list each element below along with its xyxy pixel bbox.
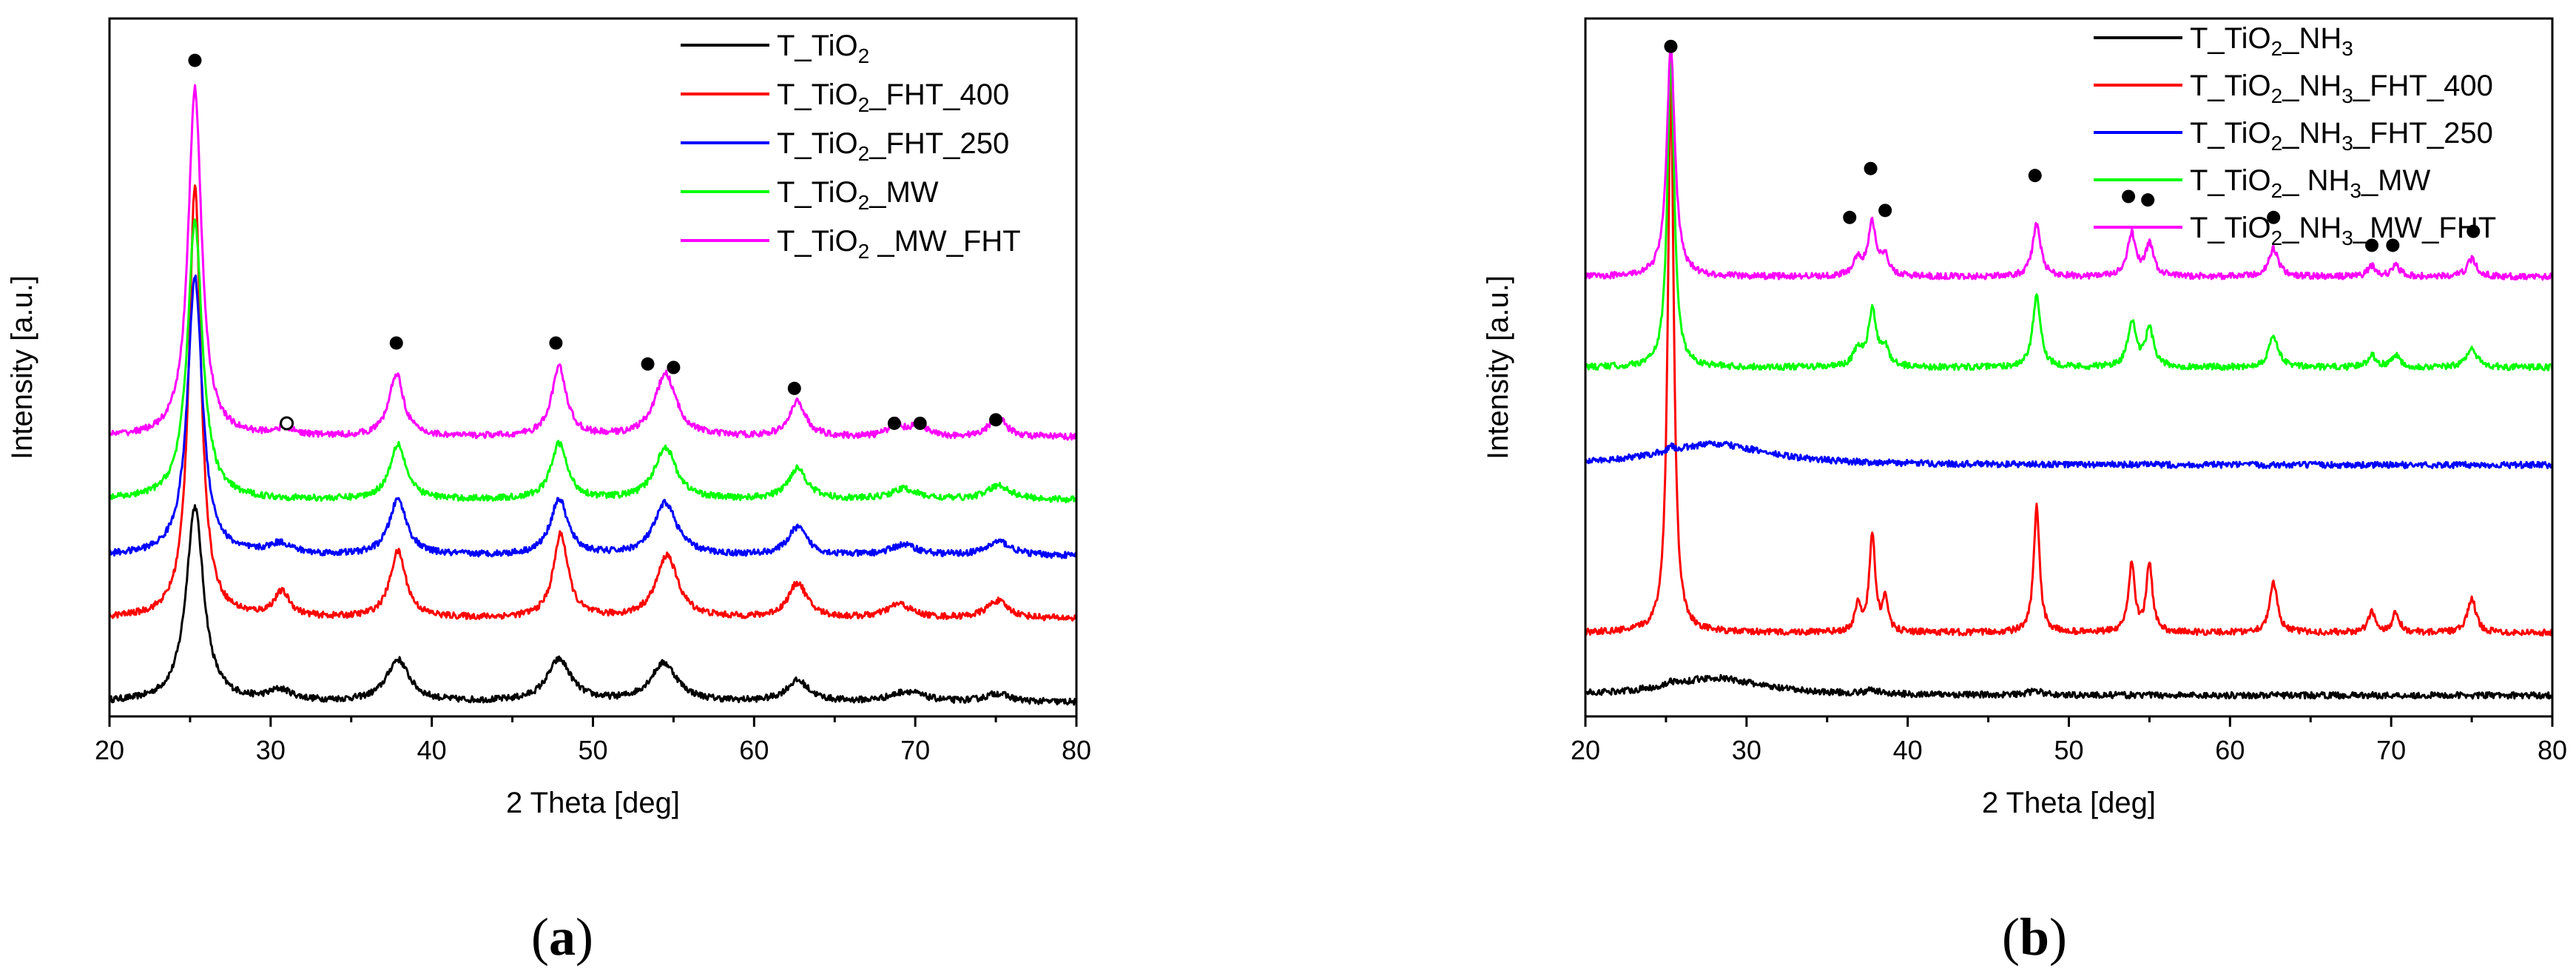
x-tick-label-a-1: 30 xyxy=(256,735,286,765)
x-tick-label-b-0: 20 xyxy=(1571,735,1600,765)
filled-circle-marker-a-5 xyxy=(667,360,681,374)
filled-circle-marker-a-2 xyxy=(389,336,403,350)
legend-label-b-1: T_TiO2_NH3_FHT_400 xyxy=(2190,70,2493,107)
filled-circle-marker-b-5 xyxy=(2122,189,2136,204)
x-tick-label-b-6: 80 xyxy=(2538,735,2567,765)
legend-label-b-0: T_TiO2_NH3 xyxy=(2190,22,2353,60)
legend-label-a-2: T_TiO2_FHT_250 xyxy=(777,127,1009,165)
series-line-a-0 xyxy=(108,504,1077,706)
legend-label-a-0: T_TiO2 xyxy=(777,30,869,67)
filled-circle-marker-b-1 xyxy=(1864,161,1878,175)
chart-panel-a: 20 30 40 50 60 70 80 2 Theta [deg] Intensity [a.… xyxy=(6,17,1091,967)
filled-circle-marker-a-0 xyxy=(188,53,202,67)
legend-label-a-4: T_TiO2 _MW_FHT xyxy=(777,225,1021,263)
legend-label-b-2: T_TiO2_NH3_FHT_250 xyxy=(2190,117,2493,155)
legend-label-b-4: T_TiO2_NH3_MW_FHT xyxy=(2190,212,2496,249)
filled-circle-marker-b-0 xyxy=(1664,39,1678,53)
series-line-a-2 xyxy=(109,274,1077,560)
filled-circle-marker-b-4 xyxy=(2028,169,2042,183)
x-tick-label-b-5: 70 xyxy=(2376,735,2406,765)
y-axis-title-b: Intensity [a.u.] xyxy=(1482,275,1514,460)
series-line-b-4 xyxy=(1584,42,2554,281)
x-tick-label-a-5: 70 xyxy=(900,735,930,765)
filled-circle-marker-b-10 xyxy=(2467,224,2481,238)
x-tick-label-a-6: 80 xyxy=(1062,735,1091,765)
series-line-b-1 xyxy=(1584,73,2554,637)
series-line-a-1 xyxy=(108,184,1078,622)
legend-label-b-3: T_TiO2_ NH3_MW xyxy=(2190,164,2431,202)
filled-circle-marker-a-6 xyxy=(787,381,801,395)
x-axis-title-b: 2 Theta [deg] xyxy=(1982,787,2156,819)
filled-circle-marker-b-8 xyxy=(2365,238,2379,252)
series-line-a-3 xyxy=(109,218,1078,504)
x-axis-title-a: 2 Theta [deg] xyxy=(506,787,680,819)
x-tick-label-a-2: 40 xyxy=(417,735,447,765)
x-tick-label-a-4: 60 xyxy=(739,735,769,765)
x-tick-label-a-3: 50 xyxy=(578,735,607,765)
panel-label-a: (a) xyxy=(531,907,593,967)
filled-circle-marker-b-7 xyxy=(2267,210,2281,224)
filled-circle-marker-a-3 xyxy=(549,336,563,350)
panel-label-b: (b) xyxy=(2002,907,2067,967)
filled-circle-marker-b-2 xyxy=(1843,210,1857,224)
open-circle-marker-a-1 xyxy=(280,416,294,431)
x-tick-label-b-4: 60 xyxy=(2215,735,2245,765)
series-line-b-2 xyxy=(1584,440,2553,469)
filled-circle-marker-b-3 xyxy=(1878,204,1892,218)
filled-circle-marker-b-9 xyxy=(2386,238,2400,252)
x-tick-label-b-1: 30 xyxy=(1732,735,1761,765)
filled-circle-marker-a-9 xyxy=(989,413,1003,427)
filled-circle-marker-b-6 xyxy=(2141,193,2155,207)
x-tick-label-b-2: 40 xyxy=(1893,735,1923,765)
legend-label-a-1: T_TiO2_FHT_400 xyxy=(777,78,1009,116)
chart-panel-b: 20 30 40 50 60 70 80 2 Theta [deg] Intensity [a.… xyxy=(1482,17,2567,967)
filled-circle-marker-a-7 xyxy=(887,416,901,430)
x-tick-label-a-0: 20 xyxy=(95,735,124,765)
series-line-b-0 xyxy=(1585,673,2553,700)
filled-circle-marker-a-8 xyxy=(913,416,927,430)
filled-circle-marker-a-4 xyxy=(641,357,655,371)
x-tick-label-b-3: 50 xyxy=(2054,735,2083,765)
legend-label-a-3: T_TiO2_MW xyxy=(777,176,939,214)
series-line-b-3 xyxy=(1584,52,2554,372)
y-axis-title-a: Intensity [a.u.] xyxy=(6,275,38,460)
